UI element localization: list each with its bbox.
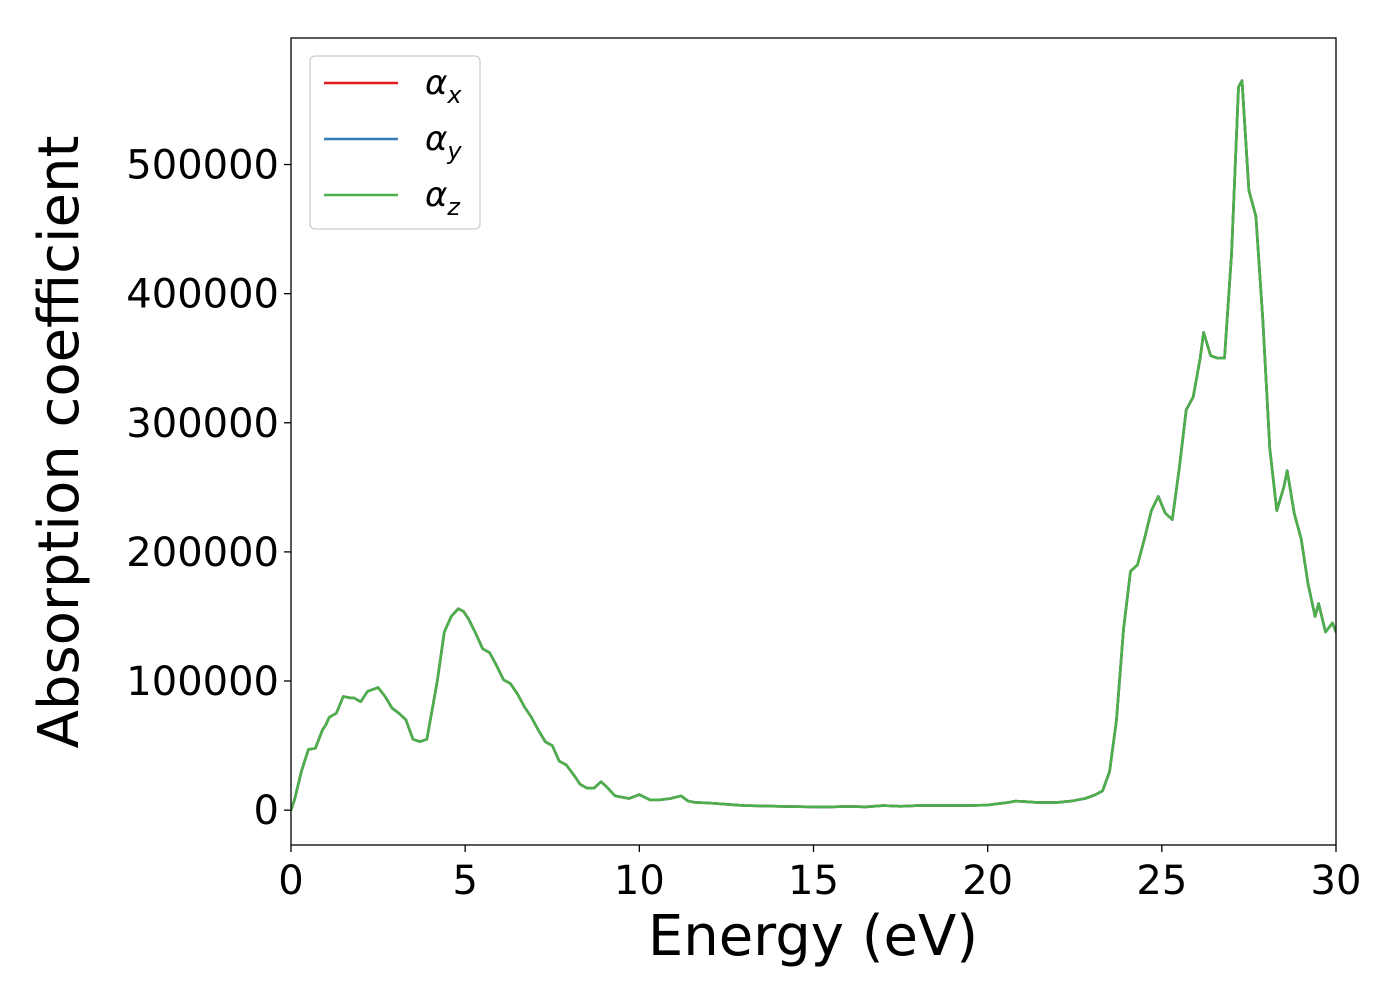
y-axis-ticks: 0 100000 200000 300000 400000 500000 [126,143,291,834]
x-axis-title: Energy (eV) [648,904,978,969]
x-tick-label: 10 [614,858,665,904]
x-tick-label: 5 [452,858,477,904]
legend: αx αy αz [309,55,481,230]
series-line-alpha-z [291,79,1336,812]
y-tick-label: 200000 [126,530,279,576]
x-tick-label: 25 [1136,858,1187,904]
series-layer [291,79,1336,812]
legend-frame [309,55,481,230]
x-tick-label: 30 [1311,858,1362,904]
legend-label-alpha-y: αy [425,119,462,165]
legend-entries: αx αy αz [324,63,462,221]
y-axis-title: Absorption coefficient [27,136,92,749]
legend-label-alpha-z: αz [425,175,461,221]
y-tick-label: 300000 [126,401,279,447]
y-tick-label: 0 [254,788,279,834]
legend-label-alpha-x: αx [425,63,462,109]
x-tick-label: 0 [278,858,303,904]
y-tick-label: 500000 [126,143,279,189]
x-axis-ticks: 0 5 10 15 20 25 30 [278,845,1361,904]
x-tick-label: 20 [962,858,1013,904]
x-tick-label: 15 [788,858,839,904]
y-tick-label: 400000 [126,272,279,318]
y-tick-label: 100000 [126,659,279,705]
